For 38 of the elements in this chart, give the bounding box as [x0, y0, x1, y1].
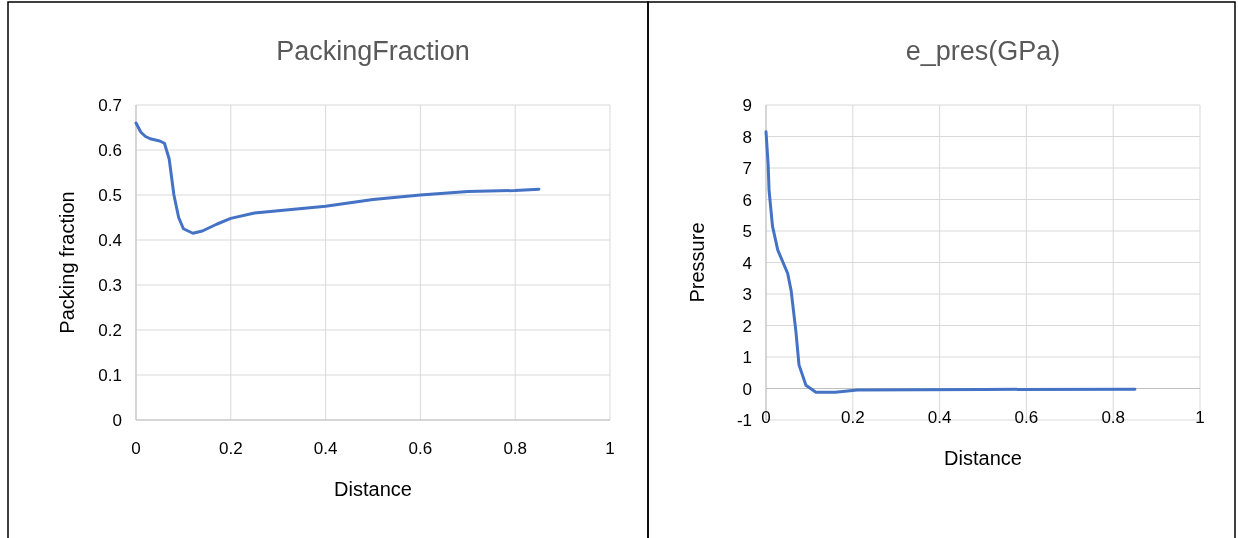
y-tick-label: 0.3	[98, 276, 122, 295]
x-tick-label: 0.4	[313, 439, 338, 458]
y-tick-label: -1	[736, 411, 752, 430]
y-tick-label: 8	[742, 127, 752, 147]
y-tick-label: 0	[742, 379, 752, 399]
x-tick-label: 0.6	[1014, 407, 1039, 427]
x-tick-label: 0.8	[1101, 407, 1126, 427]
x-tick-label: 1	[1195, 407, 1205, 427]
line-series	[764, 130, 1137, 394]
line-series	[134, 121, 541, 235]
chart-title: e_pres(GPa)	[905, 36, 1061, 66]
y-tick-label: 1	[742, 348, 752, 367]
y-tick-label: 7	[742, 159, 752, 178]
x-tick-label: 1	[605, 439, 615, 458]
x-tick-label: 0	[131, 439, 141, 458]
x-axis-title: Distance	[944, 446, 1022, 469]
y-tick-label: 9	[742, 96, 752, 115]
x-tick-label: 0.2	[218, 439, 243, 458]
x-axis-title: Distance	[334, 478, 412, 500]
x-tick-label: 0.6	[408, 439, 433, 458]
y-tick-label: 6	[742, 190, 752, 210]
x-tick-label: 0.8	[503, 439, 528, 458]
x-tick-label: 0.2	[840, 407, 865, 427]
y-tick-label: 0.4	[98, 231, 122, 250]
y-tick-label: 0.1	[98, 366, 122, 385]
chart-title: PackingFraction	[276, 36, 470, 66]
y-axis-title: Packing fraction	[56, 191, 78, 334]
y-tick-label: 0.7	[98, 96, 122, 115]
y-tick-label: 4	[742, 253, 752, 273]
y-tick-label: 5	[742, 222, 752, 241]
x-tick-label: 0.4	[927, 407, 952, 427]
x-tick-label: 0	[761, 407, 771, 427]
y-tick-label: 3	[742, 285, 752, 304]
y-tick-label: 0.2	[98, 321, 122, 340]
y-tick-label: 0.5	[98, 186, 122, 205]
y-tick-label: 0.6	[98, 141, 122, 160]
y-tick-label: 2	[742, 316, 752, 336]
y-axis-title: Pressure	[686, 222, 708, 303]
